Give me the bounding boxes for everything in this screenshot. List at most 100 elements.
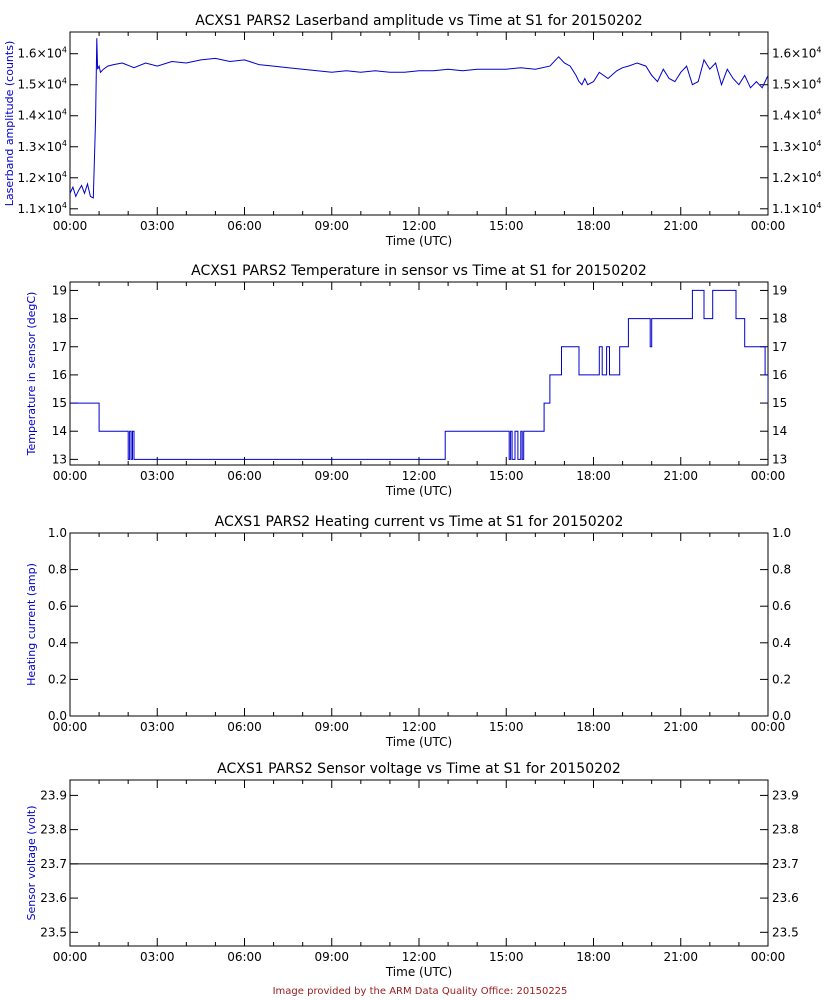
y-tick-label: 1.2×104	[772, 170, 822, 185]
chart-panel: ACXS1 PARS2 Laserband amplitude vs Time …	[3, 13, 822, 248]
y-tick-label: 23.8	[40, 823, 67, 837]
y-tick-label: 0.0	[48, 709, 67, 723]
x-tick-label: 03:00	[140, 469, 175, 483]
y-tick-label: 1.4×104	[17, 108, 67, 123]
plot-frame	[69, 31, 769, 216]
x-tick-label: 03:00	[140, 219, 175, 233]
x-tick-label: 00:00	[751, 469, 786, 483]
y-tick-label: 1.6×104	[772, 46, 822, 61]
x-tick-label: 00:00	[751, 950, 786, 964]
plot-frame	[69, 532, 769, 717]
series-line	[70, 38, 768, 199]
y-tick-label: 18	[772, 312, 787, 326]
y-tick-label: 23.7	[772, 857, 799, 871]
y-tick-label: 15	[772, 396, 787, 410]
y-tick-label: 23.8	[772, 823, 799, 837]
x-tick-label: 00:00	[751, 219, 786, 233]
x-tick-label: 00:00	[53, 469, 88, 483]
y-tick-label: 13	[772, 452, 787, 466]
x-tick-label: 15:00	[489, 219, 524, 233]
x-tick-label: 15:00	[489, 950, 524, 964]
y-tick-label: 19	[772, 283, 787, 297]
x-tick-label: 18:00	[576, 950, 611, 964]
y-tick-label: 1.3×104	[17, 139, 67, 154]
x-tick-label: 18:00	[576, 219, 611, 233]
y-tick-label: 0.8	[772, 563, 791, 577]
chart-panel: ACXS1 PARS2 Heating current vs Time at S…	[25, 514, 791, 749]
chart-title: ACXS1 PARS2 Temperature in sensor vs Tim…	[191, 263, 647, 279]
plot-frame	[69, 281, 769, 466]
x-tick-label: 12:00	[402, 219, 437, 233]
x-tick-label: 12:00	[402, 469, 437, 483]
y-tick-label: 0.8	[48, 563, 67, 577]
y-tick-label: 1.3×104	[772, 139, 822, 154]
x-tick-label: 12:00	[402, 950, 437, 964]
y-tick-label: 1.1×104	[772, 201, 822, 216]
y-tick-label: 14	[52, 424, 67, 438]
y-tick-label: 16	[772, 368, 787, 382]
x-tick-label: 06:00	[227, 720, 262, 734]
x-tick-label: 06:00	[227, 950, 262, 964]
y-tick-label: 17	[52, 340, 67, 354]
y-tick-label: 1.5×104	[17, 77, 67, 92]
chart-title: ACXS1 PARS2 Heating current vs Time at S…	[215, 514, 624, 530]
chart-panel: ACXS1 PARS2 Temperature in sensor vs Tim…	[25, 263, 787, 498]
y-tick-label: 18	[52, 312, 67, 326]
y-tick-label: 0.6	[772, 599, 791, 613]
y-tick-label: 23.9	[772, 788, 799, 802]
y-tick-label: 0.6	[48, 599, 67, 613]
y-tick-label: 1.1×104	[17, 201, 67, 216]
y-tick-label: 1.2×104	[17, 170, 67, 185]
x-tick-label: 21:00	[663, 219, 698, 233]
y-tick-label: 13	[52, 452, 67, 466]
y-axis-label: Heating current (amp)	[25, 563, 38, 686]
y-tick-label: 1.0	[772, 526, 791, 540]
chart-panel: ACXS1 PARS2 Sensor voltage vs Time at S1…	[25, 761, 799, 979]
y-tick-label: 23.7	[40, 857, 67, 871]
plot-frame	[69, 779, 769, 947]
y-tick-label: 0.2	[772, 672, 791, 686]
y-tick-label: 23.6	[40, 891, 67, 905]
x-tick-label: 15:00	[489, 720, 524, 734]
y-tick-label: 0.4	[48, 636, 67, 650]
y-tick-label: 1.6×104	[17, 46, 67, 61]
x-tick-label: 09:00	[314, 720, 349, 734]
y-axis-label: Temperature in sensor (degC)	[25, 292, 38, 457]
x-tick-label: 18:00	[576, 469, 611, 483]
x-tick-label: 21:00	[663, 950, 698, 964]
x-tick-label: 09:00	[314, 219, 349, 233]
x-tick-label: 06:00	[227, 219, 262, 233]
y-tick-label: 1.5×104	[772, 77, 822, 92]
y-tick-label: 0.4	[772, 636, 791, 650]
y-tick-label: 14	[772, 424, 787, 438]
y-tick-label: 23.6	[772, 891, 799, 905]
y-tick-label: 17	[772, 340, 787, 354]
y-tick-label: 23.9	[40, 788, 67, 802]
x-axis-label: Time (UTC)	[385, 735, 452, 749]
x-axis-label: Time (UTC)	[385, 484, 452, 498]
chart-title: ACXS1 PARS2 Sensor voltage vs Time at S1…	[217, 761, 621, 777]
x-tick-label: 09:00	[314, 469, 349, 483]
y-axis-label: Sensor voltage (volt)	[25, 806, 38, 921]
series-line	[70, 289, 768, 460]
x-tick-label: 06:00	[227, 469, 262, 483]
y-tick-label: 15	[52, 396, 67, 410]
x-tick-label: 03:00	[140, 720, 175, 734]
y-tick-label: 1.0	[48, 526, 67, 540]
x-tick-label: 03:00	[140, 950, 175, 964]
x-tick-label: 00:00	[751, 720, 786, 734]
y-tick-label: 23.5	[772, 925, 799, 939]
footer-credit: Image provided by the ARM Data Quality O…	[272, 986, 568, 997]
x-tick-label: 21:00	[663, 720, 698, 734]
y-tick-label: 0.0	[772, 709, 791, 723]
x-tick-label: 00:00	[53, 950, 88, 964]
x-tick-label: 21:00	[663, 469, 698, 483]
chart-title: ACXS1 PARS2 Laserband amplitude vs Time …	[195, 13, 642, 29]
x-tick-label: 09:00	[314, 950, 349, 964]
y-tick-label: 16	[52, 368, 67, 382]
y-axis-label: Laserband amplitude (counts)	[3, 41, 16, 207]
y-tick-label: 23.5	[40, 925, 67, 939]
x-axis-label: Time (UTC)	[385, 965, 452, 979]
y-tick-label: 19	[52, 283, 67, 297]
